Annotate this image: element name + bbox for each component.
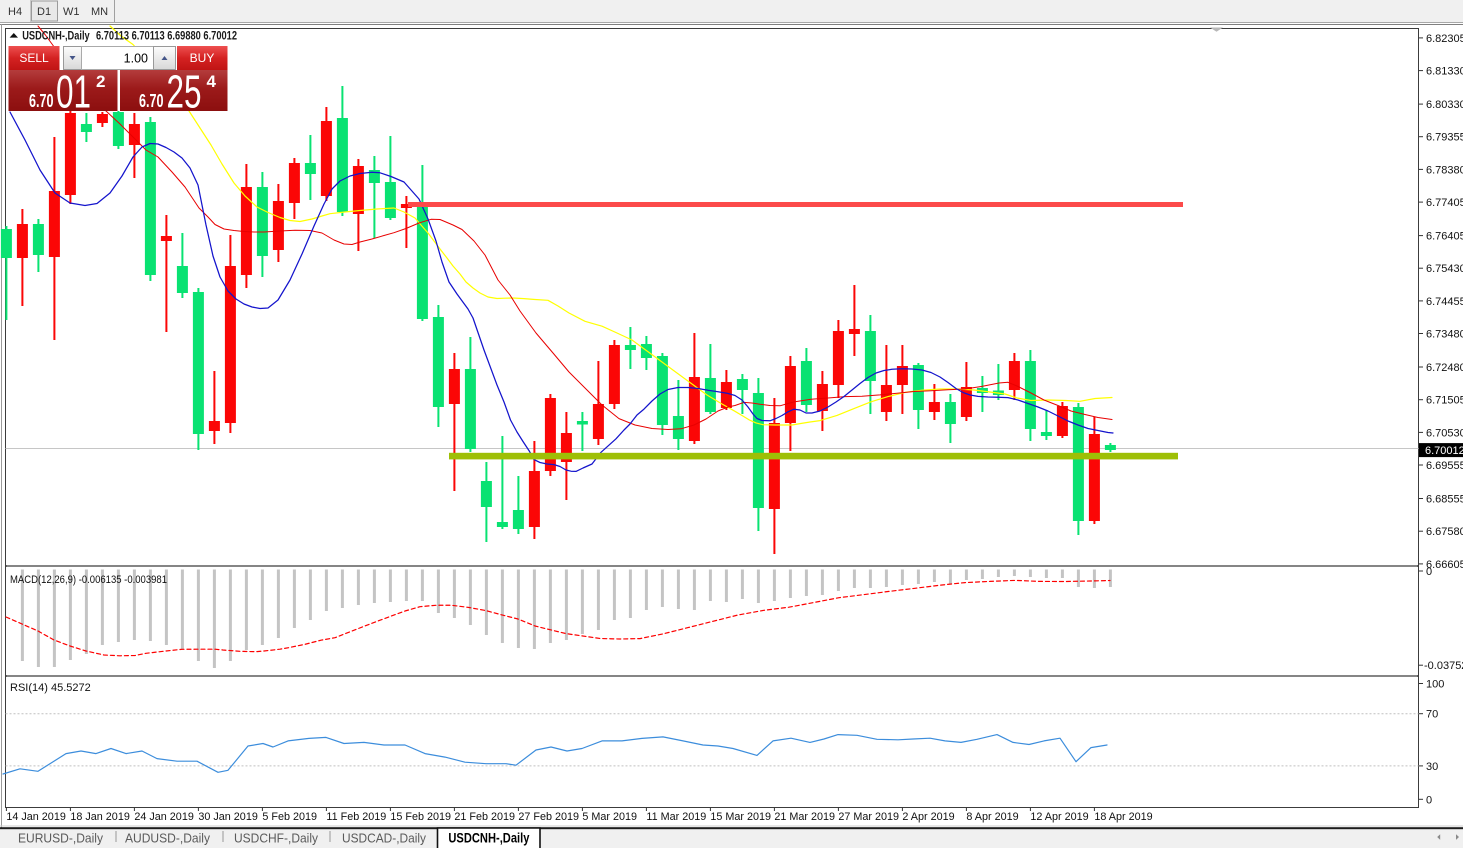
svg-text:6.77405: 6.77405 [1426, 197, 1463, 209]
svg-text:15 Mar 2019: 15 Mar 2019 [710, 811, 771, 823]
svg-text:6.78380: 6.78380 [1426, 164, 1463, 176]
svg-text:5 Feb 2019: 5 Feb 2019 [262, 811, 317, 823]
svg-text:D1: D1 [37, 6, 51, 18]
svg-text:AUDUSD-,Daily: AUDUSD-,Daily [125, 831, 210, 846]
svg-text:6.79355: 6.79355 [1426, 132, 1463, 144]
svg-text:USDCNH-,Daily: USDCNH-,Daily [22, 30, 90, 42]
svg-text:H4: H4 [8, 6, 22, 18]
svg-text:6.70: 6.70 [139, 91, 164, 111]
svg-text:6.66605: 6.66605 [1426, 559, 1463, 571]
svg-text:EURUSD-,Daily: EURUSD-,Daily [18, 831, 103, 846]
svg-text:6.82305: 6.82305 [1426, 33, 1463, 45]
svg-text:6.67580: 6.67580 [1426, 526, 1463, 538]
svg-text:21 Feb 2019: 21 Feb 2019 [454, 811, 515, 823]
svg-text:0: 0 [1426, 794, 1432, 806]
svg-text:0: 0 [1426, 566, 1432, 578]
svg-text:6.69555: 6.69555 [1426, 460, 1463, 472]
svg-text:27 Mar 2019: 27 Mar 2019 [838, 811, 899, 823]
svg-text:25: 25 [167, 66, 202, 118]
svg-text:01: 01 [56, 66, 91, 118]
svg-text:100: 100 [1426, 679, 1444, 691]
svg-text:BUY: BUY [190, 51, 215, 65]
svg-text:2: 2 [96, 72, 105, 91]
svg-text:W1: W1 [63, 6, 80, 18]
svg-text:6.71505: 6.71505 [1426, 395, 1463, 407]
svg-text:2 Apr 2019: 2 Apr 2019 [902, 811, 954, 823]
svg-text:6.76405: 6.76405 [1426, 231, 1463, 243]
svg-text:15 Feb 2019: 15 Feb 2019 [390, 811, 451, 823]
svg-text:24 Jan 2019: 24 Jan 2019 [134, 811, 193, 823]
svg-text:30: 30 [1426, 761, 1438, 773]
svg-text:6.81330: 6.81330 [1426, 66, 1463, 78]
svg-text:6.70: 6.70 [29, 91, 54, 111]
svg-text:6.80330: 6.80330 [1426, 99, 1463, 111]
svg-text:6.70113 6.70113 6.69880 6.7001: 6.70113 6.70113 6.69880 6.70012 [96, 30, 237, 42]
svg-text:12 Apr 2019: 12 Apr 2019 [1030, 811, 1088, 823]
svg-text:14 Jan 2019: 14 Jan 2019 [6, 811, 65, 823]
svg-text:4: 4 [207, 72, 217, 91]
svg-text:USDCHF-,Daily: USDCHF-,Daily [234, 831, 318, 846]
svg-text:11 Feb 2019: 11 Feb 2019 [326, 811, 386, 823]
svg-text:11 Mar 2019: 11 Mar 2019 [646, 811, 706, 823]
svg-text:18 Jan 2019: 18 Jan 2019 [70, 811, 129, 823]
svg-text:RSI(14) 45.5272: RSI(14) 45.5272 [10, 682, 91, 694]
svg-text:SELL: SELL [19, 51, 49, 65]
svg-text:-0.037529: -0.037529 [1424, 660, 1463, 672]
svg-text:30 Jan 2019: 30 Jan 2019 [198, 811, 257, 823]
svg-text:USDCAD-,Daily: USDCAD-,Daily [342, 831, 426, 846]
svg-text:6.70012: 6.70012 [1425, 445, 1463, 457]
svg-text:27 Feb 2019: 27 Feb 2019 [518, 811, 579, 823]
svg-text:1.00: 1.00 [124, 52, 148, 66]
svg-text:6.70530: 6.70530 [1426, 427, 1463, 439]
svg-text:8 Apr 2019: 8 Apr 2019 [966, 811, 1018, 823]
svg-text:6.68555: 6.68555 [1426, 494, 1463, 506]
svg-text:21 Mar 2019: 21 Mar 2019 [774, 811, 835, 823]
svg-text:6.73480: 6.73480 [1426, 329, 1463, 341]
svg-text:MACD(12,26,9) -0.006135 -0.003: MACD(12,26,9) -0.006135 -0.003981 [10, 574, 167, 586]
svg-text:6.74455: 6.74455 [1426, 296, 1463, 308]
svg-text:6.72480: 6.72480 [1426, 362, 1463, 374]
svg-text:5 Mar 2019: 5 Mar 2019 [582, 811, 637, 823]
svg-text:18 Apr 2019: 18 Apr 2019 [1094, 811, 1152, 823]
svg-text:70: 70 [1426, 709, 1438, 721]
svg-text:USDCNH-,Daily: USDCNH-,Daily [448, 831, 529, 846]
svg-text:MN: MN [91, 6, 108, 18]
svg-text:6.75430: 6.75430 [1426, 263, 1463, 275]
